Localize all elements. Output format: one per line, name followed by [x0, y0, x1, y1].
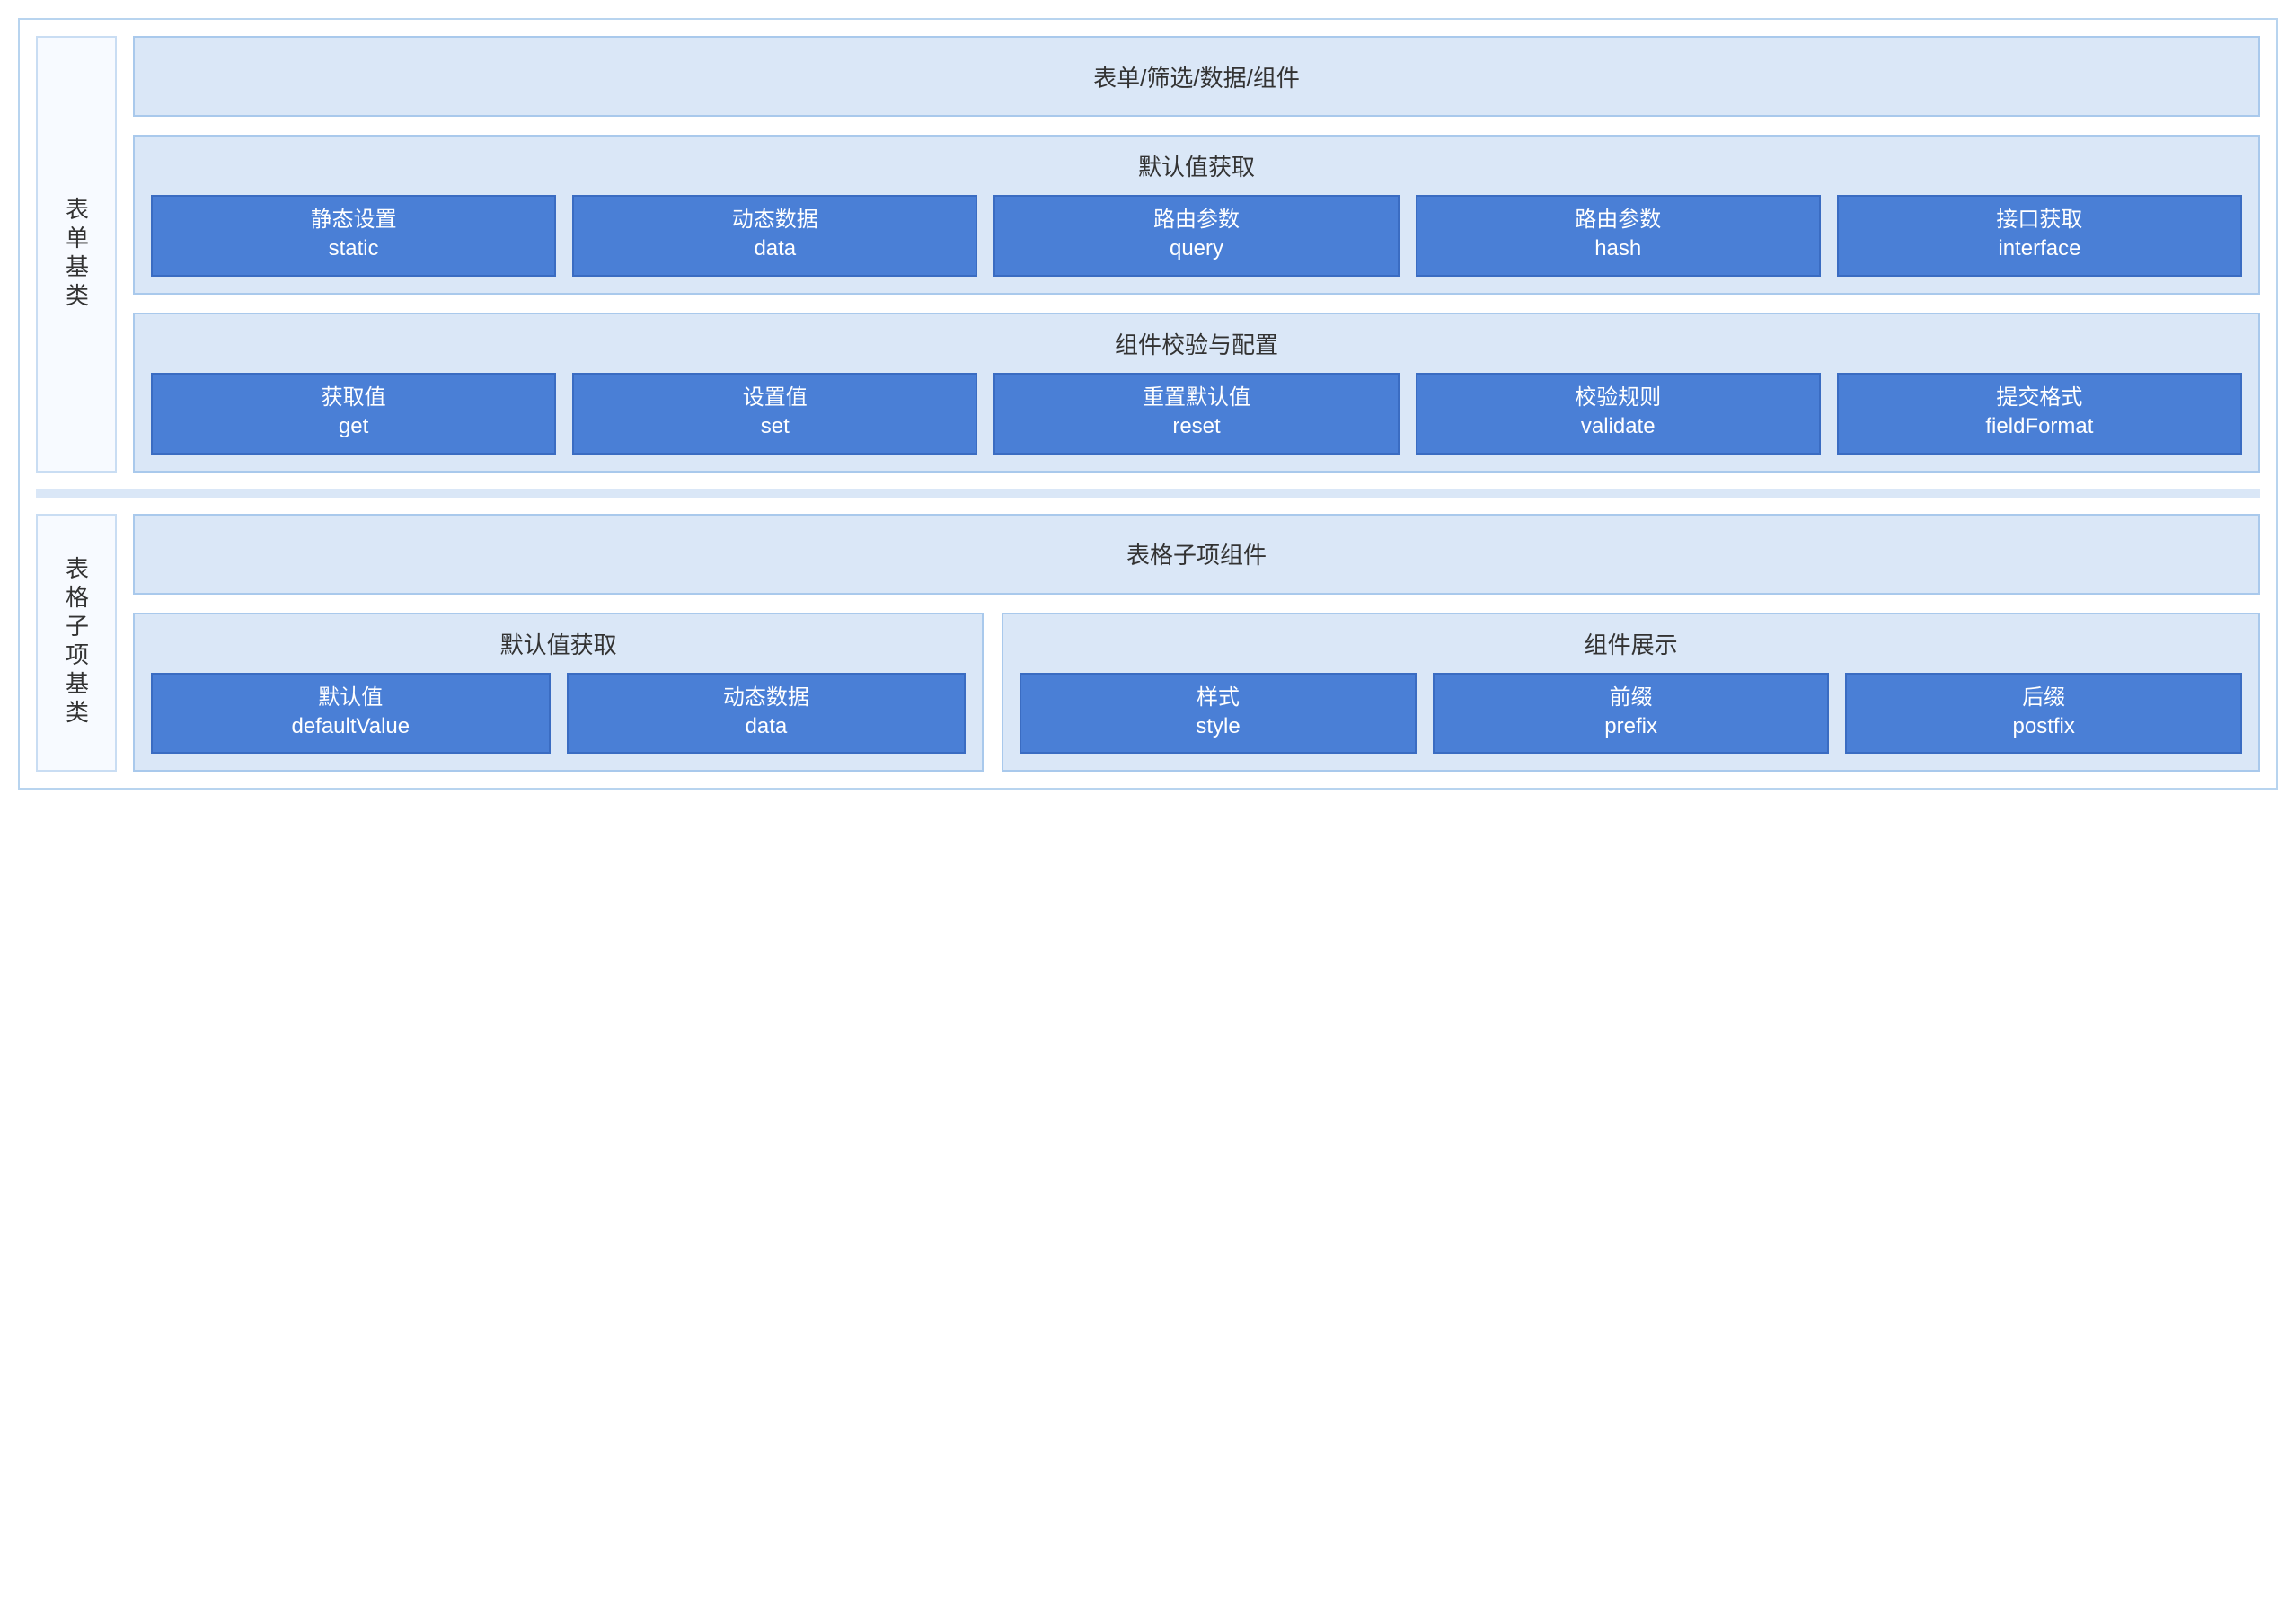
tile-label-cn: 校验规则	[1421, 384, 1815, 412]
tile-label-en: get	[156, 412, 551, 441]
group-title: 默认值获取	[151, 627, 966, 660]
section-divider	[36, 489, 2260, 498]
section-body: 表格子项组件 默认值获取 默认值defaultValue 动态数据data 组件…	[133, 514, 2260, 773]
tile-label-cn: 设置值	[578, 384, 972, 412]
tile-label-cn: 动态数据	[578, 206, 972, 234]
tile-label-cn: 路由参数	[999, 206, 1393, 234]
tile-label-en: prefix	[1438, 712, 1824, 741]
section-table-item-base: 表格子项基类 表格子项组件 默认值获取 默认值defaultValue 动态数据…	[36, 514, 2260, 773]
group-default-values-2: 默认值获取 默认值defaultValue 动态数据data	[133, 613, 984, 773]
tile-static: 静态设置static	[151, 195, 556, 277]
header-text: 表单/筛选/数据/组件	[1093, 60, 1300, 93]
tile-label-cn: 前缀	[1438, 684, 1824, 712]
section-label-table-item-base: 表格子项基类	[36, 514, 117, 773]
tile-label-en: interface	[1842, 234, 2237, 263]
tile-row: 默认值defaultValue 动态数据data	[151, 673, 966, 755]
tile-row: 获取值get 设置值set 重置默认值reset 校验规则validate 提交…	[151, 373, 2242, 455]
section-label-text: 表格子项基类	[60, 547, 93, 738]
group-validation-config: 组件校验与配置 获取值get 设置值set 重置默认值reset 校验规则val…	[133, 313, 2260, 473]
tile-label-cn: 接口获取	[1842, 206, 2237, 234]
tile-label-cn: 提交格式	[1842, 384, 2237, 412]
tile-postfix: 后缀postfix	[1845, 673, 2242, 755]
tile-defaultvalue: 默认值defaultValue	[151, 673, 551, 755]
group-display: 组件展示 样式style 前缀prefix 后缀postfix	[1002, 613, 2260, 773]
tile-label-en: hash	[1421, 234, 1815, 263]
tile-label-cn: 默认值	[156, 684, 545, 712]
section-form-base: 表单基类 表单/筛选/数据/组件 默认值获取 静态设置static 动态数据da…	[36, 36, 2260, 473]
tile-label-en: postfix	[1850, 712, 2237, 741]
tile-label-en: defaultValue	[156, 712, 545, 741]
tile-fieldformat: 提交格式fieldFormat	[1837, 373, 2242, 455]
tile-label-cn: 后缀	[1850, 684, 2237, 712]
tile-label-cn: 获取值	[156, 384, 551, 412]
tile-label-en: data	[578, 234, 972, 263]
tile-label-en: fieldFormat	[1842, 412, 2237, 441]
group-title: 组件校验与配置	[151, 327, 2242, 360]
tile-label-en: data	[572, 712, 961, 741]
tile-label-cn: 重置默认值	[999, 384, 1393, 412]
tile-prefix: 前缀prefix	[1433, 673, 1830, 755]
tile-label-cn: 路由参数	[1421, 206, 1815, 234]
tile-label-en: style	[1025, 712, 1411, 741]
tile-label-en: reset	[999, 412, 1393, 441]
tile-label-en: set	[578, 412, 972, 441]
group-default-values: 默认值获取 静态设置static 动态数据data 路由参数query 路由参数…	[133, 135, 2260, 295]
tile-label-cn: 静态设置	[156, 206, 551, 234]
section-label-form-base: 表单基类	[36, 36, 117, 473]
tile-data: 动态数据data	[572, 195, 977, 277]
header-panel-table-item: 表格子项组件	[133, 514, 2260, 595]
panel-pair: 默认值获取 默认值defaultValue 动态数据data 组件展示 样式st…	[133, 613, 2260, 773]
tile-set: 设置值set	[572, 373, 977, 455]
tile-reset: 重置默认值reset	[993, 373, 1399, 455]
tile-hash: 路由参数hash	[1416, 195, 1821, 277]
tile-label-en: static	[156, 234, 551, 263]
group-title: 默认值获取	[151, 149, 2242, 182]
tile-style: 样式style	[1020, 673, 1417, 755]
tile-label-en: validate	[1421, 412, 1815, 441]
tile-interface: 接口获取interface	[1837, 195, 2242, 277]
group-title: 组件展示	[1020, 627, 2242, 660]
header-panel-forms: 表单/筛选/数据/组件	[133, 36, 2260, 117]
tile-row: 样式style 前缀prefix 后缀postfix	[1020, 673, 2242, 755]
tile-get: 获取值get	[151, 373, 556, 455]
tile-validate: 校验规则validate	[1416, 373, 1821, 455]
tile-label-cn: 样式	[1025, 684, 1411, 712]
header-text: 表格子项组件	[1126, 537, 1267, 570]
tile-label-en: query	[999, 234, 1393, 263]
tile-data-2: 动态数据data	[567, 673, 967, 755]
tile-row: 静态设置static 动态数据data 路由参数query 路由参数hash 接…	[151, 195, 2242, 277]
tile-query: 路由参数query	[993, 195, 1399, 277]
diagram-frame: 表单基类 表单/筛选/数据/组件 默认值获取 静态设置static 动态数据da…	[18, 18, 2278, 790]
section-body: 表单/筛选/数据/组件 默认值获取 静态设置static 动态数据data 路由…	[133, 36, 2260, 473]
tile-label-cn: 动态数据	[572, 684, 961, 712]
section-label-text: 表单基类	[60, 188, 93, 321]
